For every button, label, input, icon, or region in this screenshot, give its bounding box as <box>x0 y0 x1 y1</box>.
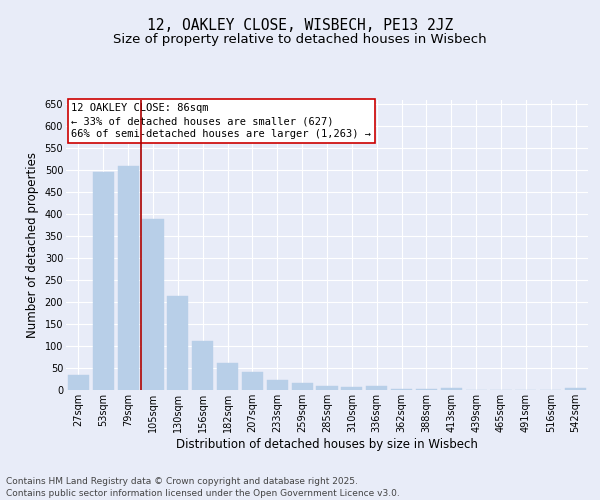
Text: Contains HM Land Registry data © Crown copyright and database right 2025.
Contai: Contains HM Land Registry data © Crown c… <box>6 478 400 498</box>
Bar <box>68 374 89 390</box>
Bar <box>142 218 164 390</box>
Bar <box>416 389 437 390</box>
Bar <box>391 388 412 390</box>
Bar <box>217 363 238 390</box>
Bar <box>118 166 139 390</box>
Bar <box>93 172 114 390</box>
Bar <box>242 372 263 390</box>
Bar <box>341 388 362 390</box>
Bar <box>267 380 288 390</box>
Bar <box>292 384 313 390</box>
Text: 12, OAKLEY CLOSE, WISBECH, PE13 2JZ: 12, OAKLEY CLOSE, WISBECH, PE13 2JZ <box>147 18 453 32</box>
Text: Size of property relative to detached houses in Wisbech: Size of property relative to detached ho… <box>113 32 487 46</box>
Bar <box>441 388 462 390</box>
Bar <box>565 388 586 390</box>
Bar <box>316 386 338 390</box>
X-axis label: Distribution of detached houses by size in Wisbech: Distribution of detached houses by size … <box>176 438 478 450</box>
Y-axis label: Number of detached properties: Number of detached properties <box>26 152 39 338</box>
Bar <box>192 341 213 390</box>
Bar <box>366 386 387 390</box>
Bar <box>167 296 188 390</box>
Text: 12 OAKLEY CLOSE: 86sqm
← 33% of detached houses are smaller (627)
66% of semi-de: 12 OAKLEY CLOSE: 86sqm ← 33% of detached… <box>71 103 371 140</box>
